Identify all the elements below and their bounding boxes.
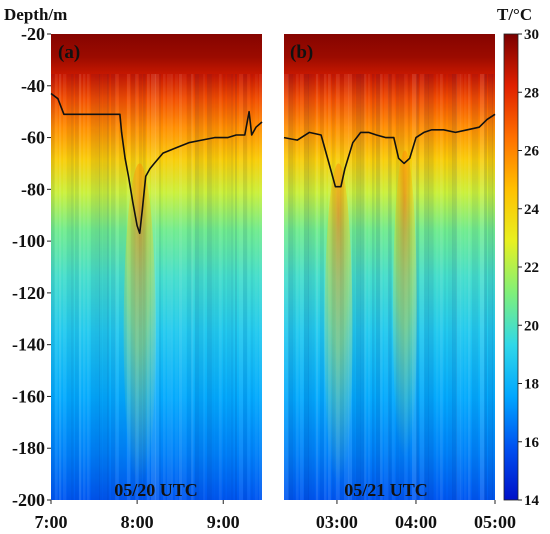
- panel-b-texture: [284, 74, 495, 500]
- colorbar-tick-label: 20: [524, 318, 539, 334]
- panel-a-date-label: 05/20 UTC: [114, 480, 198, 500]
- x-tick-label: 7:00: [35, 512, 68, 532]
- x-tick-label: 8:00: [121, 512, 154, 532]
- colorbar-tick-label: 30: [524, 27, 539, 43]
- panel-b-contour-line: [283, 113, 496, 188]
- colorbar-label: T/°C: [497, 5, 532, 24]
- panel-a-plume: [123, 163, 156, 500]
- colorbar-tick-label: 16: [524, 435, 540, 451]
- y-tick-label: -100: [12, 231, 45, 251]
- colorbar-tick-label: 24: [524, 202, 540, 218]
- x-tick-label: 05:00: [474, 512, 516, 532]
- y-tick-label: -160: [12, 386, 45, 406]
- y-tick-label: -200: [12, 490, 45, 510]
- panel-b: (b) 05/21 UTC: [283, 34, 496, 500]
- y-tick-label: -140: [12, 335, 45, 355]
- colorbar: [503, 33, 519, 501]
- x-tick-label: 04:00: [395, 512, 437, 532]
- colorbar-ticks: 14 16 18 20 22 24 26 28 30: [518, 27, 540, 509]
- colorbar-tick-label: 28: [524, 85, 539, 101]
- y-tick-label: -20: [21, 24, 45, 44]
- y-axis-label: Depth/m: [4, 5, 67, 24]
- colorbar-tick-label: 14: [524, 493, 540, 509]
- panel-a: (a) 05/20 UTC: [50, 34, 263, 500]
- x-tick-label: 03:00: [316, 512, 358, 532]
- colorbar-tick-label: 26: [524, 144, 540, 160]
- panel-b-date-label: 05/21 UTC: [344, 480, 428, 500]
- x-tick-label: 9:00: [207, 512, 240, 532]
- colorbar-tick-label: 22: [524, 260, 539, 276]
- y-tick-label: -120: [12, 283, 45, 303]
- y-tick-label: -40: [21, 76, 45, 96]
- panel-b-tag: (b): [290, 42, 313, 63]
- colorbar-tick-label: 18: [524, 377, 539, 393]
- y-tick-label: -180: [12, 438, 45, 458]
- y-tick-label: -80: [21, 179, 45, 199]
- x-axis-ticks: 7:00 8:00 9:00 03:00 04:00 05:00: [35, 500, 516, 532]
- panel-b-temperature-field: [284, 34, 495, 500]
- panel-a-temperature-field: [51, 34, 262, 500]
- panel-a-tag: (a): [58, 42, 80, 63]
- y-axis-ticks: -20 -40 -60 -80 -100 -120 -140 -160 -180 -200: [12, 24, 51, 510]
- panel-a-contour-line: [50, 92, 263, 235]
- y-tick-label: -60: [21, 128, 45, 148]
